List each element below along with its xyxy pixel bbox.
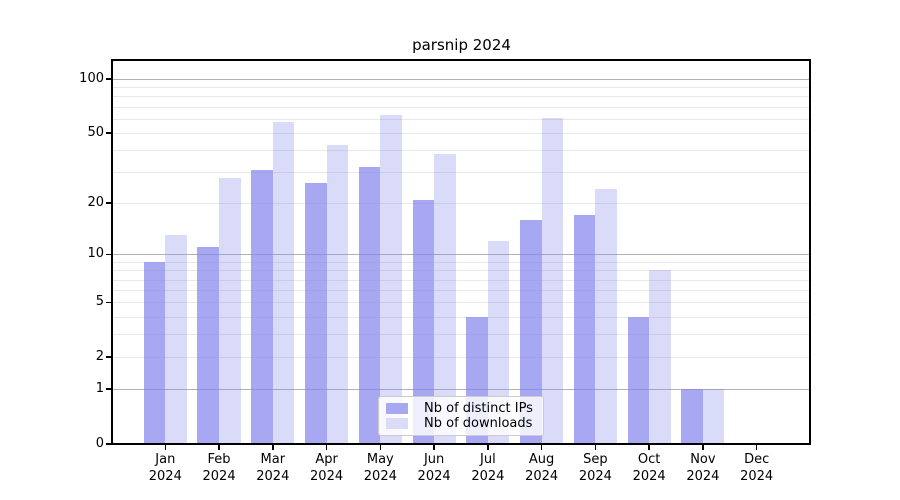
bar-downloads-oct (649, 270, 671, 444)
y-tick-label: 10 (87, 246, 104, 262)
y-axis-spine (111, 59, 113, 445)
y-tick-label: 5 (95, 294, 104, 310)
bar-downloads-apr (326, 144, 349, 444)
y-tick-mark (106, 301, 112, 304)
legend-swatch-downloads (386, 418, 408, 429)
minor-gridline (113, 133, 810, 135)
y-tick-label: 50 (87, 125, 104, 141)
bar-distinct-ips-mar (251, 169, 273, 444)
x-tick-label-jun: Jun 2024 (417, 452, 451, 484)
x-tick-label-jul: Jul 2024 (471, 452, 505, 484)
y-tick-label: 100 (79, 71, 104, 86)
minor-gridline (113, 87, 810, 89)
bar-distinct-ips-jun (412, 199, 435, 444)
minor-gridline (113, 96, 810, 98)
bar-downloads-nov (702, 389, 725, 444)
legend-label-distinct-ips: Nb of distinct IPs (424, 401, 533, 416)
legend: Nb of distinct IPs Nb of downloads (378, 396, 544, 436)
bar-downloads-jul (487, 241, 510, 444)
legend-entry-distinct-ips: Nb of distinct IPs (386, 401, 535, 416)
x-tick-mark (540, 444, 543, 450)
x-tick-mark (379, 444, 382, 450)
right-spine (809, 59, 811, 445)
bar-downloads-sep (595, 189, 617, 444)
major-gridline (113, 254, 810, 256)
x-tick-label-feb: Feb 2024 (202, 452, 236, 484)
x-tick-mark (648, 444, 650, 450)
x-tick-mark (594, 444, 597, 450)
x-tick-mark (433, 444, 435, 450)
bar-distinct-ips-nov (681, 389, 703, 444)
x-tick-label-apr: Apr 2024 (310, 452, 344, 484)
chart-title: parsnip 2024 (412, 36, 511, 54)
bar-distinct-ips-may (358, 167, 381, 444)
bar-downloads-may (380, 115, 402, 444)
bar-downloads-feb (219, 177, 241, 444)
minor-gridline (113, 302, 810, 304)
x-tick-label-sep: Sep 2024 (578, 452, 612, 484)
x-tick-mark (272, 444, 274, 450)
y-tick-mark (106, 443, 112, 445)
y-tick-mark (106, 132, 112, 134)
minor-gridline (113, 270, 810, 272)
x-tick-mark (218, 444, 220, 450)
major-gridline (113, 79, 810, 80)
x-tick-label-mar: Mar 2024 (256, 452, 290, 484)
y-tick-mark (106, 202, 112, 204)
minor-gridline (113, 172, 810, 174)
legend-label-downloads: Nb of downloads (424, 416, 533, 431)
y-tick-label: 1 (95, 381, 104, 397)
bar-downloads-jun (434, 154, 456, 444)
bar-distinct-ips-sep (573, 215, 596, 444)
x-tick-label-oct: Oct 2024 (632, 452, 666, 484)
x-tick-mark (325, 444, 328, 450)
x-tick-mark (164, 444, 167, 450)
minor-gridline (113, 279, 810, 281)
x-tick-label-jan: Jan 2024 (148, 452, 182, 484)
minor-gridline (113, 357, 810, 359)
y-tick-label: 2 (95, 349, 104, 365)
y-tick-mark (106, 253, 112, 256)
minor-gridline (113, 334, 810, 336)
legend-swatch-distinct-ips (386, 403, 408, 414)
minor-gridline (113, 118, 810, 120)
minor-gridline (113, 203, 810, 205)
bar-distinct-ips-aug (520, 219, 542, 444)
bar-distinct-ips-apr (304, 183, 327, 444)
x-axis-spine (111, 443, 811, 445)
x-tick-label-aug: Aug 2024 (525, 452, 559, 484)
y-tick-label: 0 (95, 436, 104, 451)
bar-downloads-mar (272, 121, 295, 444)
top-spine (111, 59, 811, 61)
x-tick-mark (487, 444, 489, 450)
minor-gridline (113, 261, 810, 263)
minor-gridline (113, 290, 810, 292)
bar-distinct-ips-oct (627, 316, 650, 444)
y-tick-label: 20 (87, 195, 104, 211)
bar-downloads-jan (165, 235, 187, 444)
x-tick-mark (755, 444, 758, 450)
y-tick-mark (106, 356, 112, 358)
minor-gridline (113, 106, 810, 108)
bar-distinct-ips-jan (143, 261, 166, 444)
y-tick-mark (106, 78, 112, 80)
plot-area (113, 60, 810, 444)
major-gridline (113, 389, 810, 391)
minor-gridline (113, 316, 810, 318)
x-tick-mark (702, 444, 704, 450)
x-tick-label-may: May 2024 (363, 452, 397, 484)
bar-distinct-ips-feb (197, 247, 220, 444)
minor-gridline (113, 150, 810, 152)
legend-entry-downloads: Nb of downloads (386, 416, 535, 431)
bar-downloads-aug (541, 117, 564, 444)
x-tick-label-dec: Dec 2024 (740, 452, 774, 484)
y-tick-mark (106, 388, 112, 390)
x-tick-label-nov: Nov 2024 (686, 452, 720, 484)
